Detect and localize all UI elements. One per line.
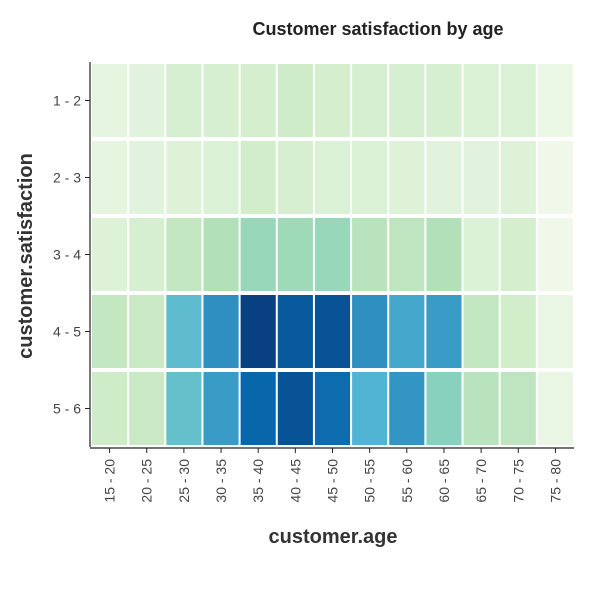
heatmap-cell	[389, 218, 425, 291]
heatmap-cell	[537, 295, 573, 368]
heatmap-cell	[314, 295, 351, 368]
x-axis-ticks: 15 - 20 20 - 25 25 - 30 30 - 35 35 - 40 40 - …	[102, 448, 563, 503]
heatmap-cell	[277, 372, 313, 445]
heatmap-cell	[203, 295, 239, 368]
heatmap-cell	[352, 372, 388, 445]
heatmap-cell	[277, 218, 313, 291]
heatmap-cell	[500, 141, 536, 214]
heatmap-cell	[277, 295, 313, 368]
heatmap-cell	[389, 64, 425, 137]
heatmap-cell	[389, 141, 425, 214]
x-tick-label: 25 - 30	[176, 459, 192, 503]
heatmap-cell	[352, 295, 388, 368]
heatmap-cell	[166, 218, 202, 291]
heatmap-cell	[240, 141, 276, 214]
heatmap-cell	[129, 141, 165, 214]
heatmap-cell	[314, 218, 351, 291]
heatmap-cell	[92, 64, 128, 137]
x-tick-label: 50 - 55	[362, 459, 378, 503]
x-tick-label: 70 - 75	[510, 459, 526, 503]
heatmap-cell	[92, 218, 128, 291]
heatmap-cell	[463, 64, 499, 137]
x-tick-label: 35 - 40	[250, 459, 266, 503]
heatmap-cell	[463, 372, 499, 445]
heatmap-cell	[500, 295, 536, 368]
heatmap-cell	[240, 295, 276, 368]
heatmap-cell	[166, 372, 202, 445]
x-tick-label: 55 - 60	[399, 459, 415, 503]
y-tick-label: 1 - 2	[53, 93, 81, 109]
heatmap-cell	[426, 218, 462, 291]
heatmap-cell	[537, 372, 573, 445]
heatmap-cell	[426, 64, 462, 137]
y-tick-label: 2 - 3	[53, 170, 81, 186]
heatmap-cell	[314, 372, 351, 445]
heatmap-cell	[537, 64, 573, 137]
heatmap-cell	[500, 372, 536, 445]
x-tick-label: 65 - 70	[473, 459, 489, 503]
heatmap-cell	[463, 218, 499, 291]
heatmap-cell	[240, 372, 276, 445]
heatmap-cell	[92, 295, 128, 368]
heatmap-cell	[129, 218, 165, 291]
heatmap-cell	[92, 141, 128, 214]
x-tick-label: 30 - 35	[213, 459, 229, 503]
heatmap-cell	[500, 218, 536, 291]
x-tick-label: 45 - 50	[325, 459, 341, 503]
x-tick-label: 40 - 45	[287, 459, 303, 503]
heatmap-cell	[92, 372, 128, 445]
heatmap-cell	[166, 64, 202, 137]
heatmap-cell	[240, 64, 276, 137]
y-axis-title: customer.satisfaction	[15, 153, 37, 359]
heatmap-cell	[352, 141, 388, 214]
heatmap-cells	[92, 64, 573, 445]
heatmap-cell	[129, 64, 165, 137]
heatmap-cell	[240, 218, 276, 291]
y-tick-label: 4 - 5	[53, 324, 81, 340]
x-tick-label: 15 - 20	[102, 459, 118, 503]
x-tick-label: 60 - 65	[436, 459, 452, 503]
heatmap-cell	[277, 64, 313, 137]
heatmap-cell	[203, 372, 239, 445]
y-axis-ticks: 1 - 2 2 - 3 3 - 4 4 - 5 5 - 6	[53, 93, 90, 417]
heatmap-cell	[166, 295, 202, 368]
heatmap-cell	[426, 372, 462, 445]
heatmap-cell	[426, 141, 462, 214]
heatmap-cell	[277, 141, 313, 214]
heatmap-cell	[537, 141, 573, 214]
heatmap-cell	[129, 295, 165, 368]
heatmap-cell	[463, 141, 499, 214]
y-tick-label: 5 - 6	[53, 401, 81, 417]
x-axis-title: customer.age	[269, 526, 398, 548]
heatmap-cell	[203, 141, 239, 214]
heatmap-cell	[389, 372, 425, 445]
heatmap-cell	[166, 141, 202, 214]
heatmap-cell	[314, 64, 351, 137]
chart-title: Customer satisfaction by age	[252, 19, 503, 39]
heatmap-cell	[537, 218, 573, 291]
x-tick-label: 75 - 80	[547, 459, 563, 503]
heatmap-cell	[203, 64, 239, 137]
heatmap-cell	[352, 64, 388, 137]
heatmap-cell	[203, 218, 239, 291]
heatmap-cell	[352, 218, 388, 291]
heatmap-cell	[500, 64, 536, 137]
heatmap-cell	[314, 141, 351, 214]
heatmap-cell	[426, 295, 462, 368]
heatmap-cell	[129, 372, 165, 445]
y-tick-label: 3 - 4	[53, 247, 81, 263]
x-tick-label: 20 - 25	[139, 459, 155, 503]
heatmap-cell	[389, 295, 425, 368]
heatmap-cell	[463, 295, 499, 368]
